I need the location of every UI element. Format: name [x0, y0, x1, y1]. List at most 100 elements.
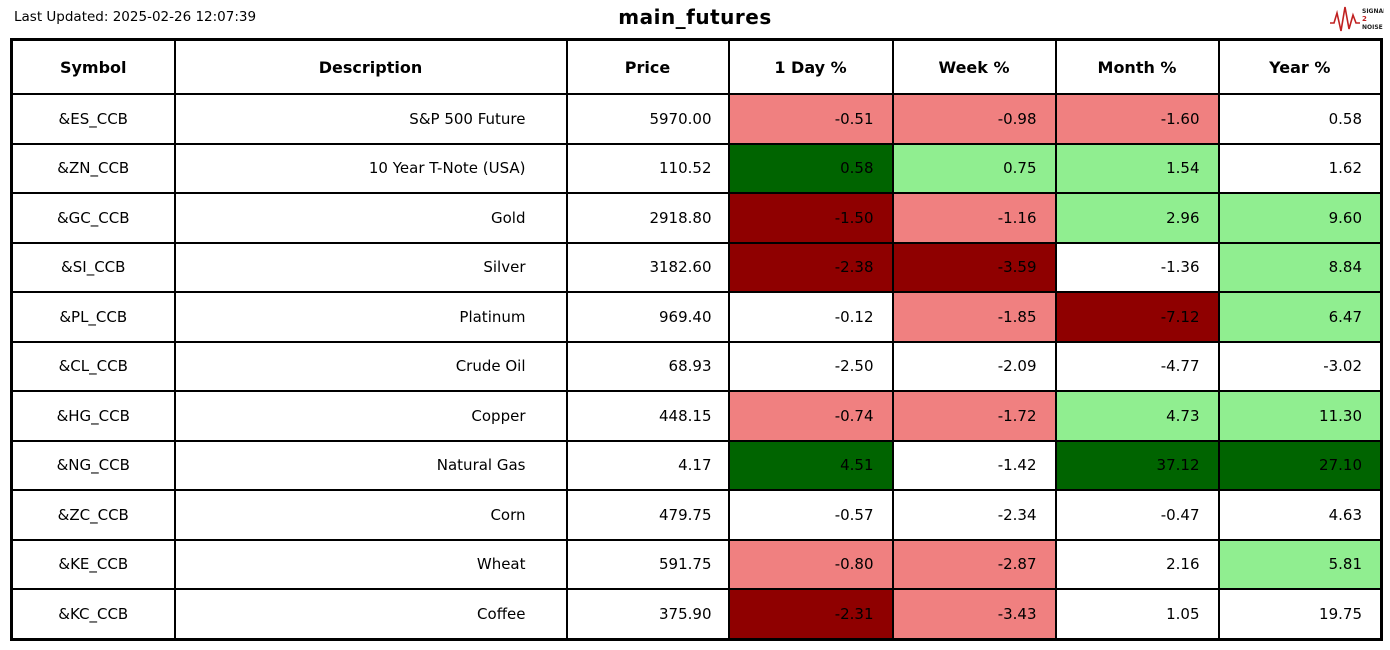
description-cell: Corn: [173, 489, 568, 541]
price-cell: 448.15: [565, 390, 730, 442]
week-cell: 0.75: [891, 142, 1057, 194]
month-cell: -1.60: [1054, 93, 1220, 145]
symbol-cell: &SI_CCB: [10, 241, 176, 293]
month-cell: 2.16: [1054, 538, 1220, 590]
column-header-symbol: Symbol: [10, 38, 176, 95]
top-bar: Last Updated: 2025-02-26 12:07:39 main_f…: [0, 0, 1390, 38]
week-cell: -1.16: [891, 192, 1057, 244]
waveform-icon: [1330, 6, 1360, 32]
month-cell: -1.36: [1054, 241, 1220, 293]
description-cell: Crude Oil: [173, 340, 568, 392]
price-cell: 2918.80: [565, 192, 730, 244]
year-cell: -3.02: [1217, 340, 1383, 392]
table-row: &NG_CCB Natural Gas 4.17 4.51 -1.42 37.12 27.1…: [10, 439, 1383, 491]
year-cell: 27.10: [1217, 439, 1383, 491]
year-cell: 11.30: [1217, 390, 1383, 442]
day-cell: -0.74: [727, 390, 894, 442]
month-cell: -4.77: [1054, 340, 1220, 392]
table-row: &ES_CCB S&P 500 Future 5970.00 -0.51 -0.98 -1…: [10, 93, 1383, 145]
description-cell: Copper: [173, 390, 568, 442]
futures-table: Symbol Description Price 1 Day % Week % Month…: [10, 38, 1383, 641]
day-cell: -2.50: [727, 340, 894, 392]
year-cell: 5.81: [1217, 538, 1383, 590]
table-row: &KC_CCB Coffee 375.90 -2.31 -3.43 1.05 19.75: [10, 588, 1383, 640]
day-cell: 4.51: [727, 439, 894, 491]
price-cell: 4.17: [565, 439, 730, 491]
month-cell: -0.47: [1054, 489, 1220, 541]
table-row: &KE_CCB Wheat 591.75 -0.80 -2.87 2.16 5.81: [10, 538, 1383, 590]
day-cell: -2.31: [727, 588, 894, 640]
column-header-day: 1 Day %: [727, 38, 894, 95]
day-cell: -2.38: [727, 241, 894, 293]
description-cell: Wheat: [173, 538, 568, 590]
price-cell: 110.52: [565, 142, 730, 194]
price-cell: 68.93: [565, 340, 730, 392]
day-cell: -0.51: [727, 93, 894, 145]
week-cell: -3.59: [891, 241, 1057, 293]
day-cell: -0.80: [727, 538, 894, 590]
price-cell: 5970.00: [565, 93, 730, 145]
description-cell: Coffee: [173, 588, 568, 640]
description-cell: S&P 500 Future: [173, 93, 568, 145]
column-header-month: Month %: [1054, 38, 1220, 95]
description-cell: Natural Gas: [173, 439, 568, 491]
column-header-price: Price: [565, 38, 730, 95]
year-cell: 1.62: [1217, 142, 1383, 194]
year-cell: 0.58: [1217, 93, 1383, 145]
year-cell: 4.63: [1217, 489, 1383, 541]
description-cell: Gold: [173, 192, 568, 244]
table-row: &ZN_CCB 10 Year T-Note (USA) 110.52 0.58 0.7…: [10, 142, 1383, 194]
description-cell: Silver: [173, 241, 568, 293]
month-cell: 2.96: [1054, 192, 1220, 244]
week-cell: -1.42: [891, 439, 1057, 491]
table-row: &ZC_CCB Corn 479.75 -0.57 -2.34 -0.47 4.63: [10, 489, 1383, 541]
year-cell: 9.60: [1217, 192, 1383, 244]
week-cell: -2.09: [891, 340, 1057, 392]
logo-text-top: SIGNAL: [1362, 8, 1384, 15]
price-cell: 969.40: [565, 291, 730, 343]
year-cell: 8.84: [1217, 241, 1383, 293]
day-cell: -0.57: [727, 489, 894, 541]
symbol-cell: &NG_CCB: [10, 439, 176, 491]
table-row: &HG_CCB Copper 448.15 -0.74 -1.72 4.73 11.30: [10, 390, 1383, 442]
symbol-cell: &ZC_CCB: [10, 489, 176, 541]
symbol-cell: &KE_CCB: [10, 538, 176, 590]
price-cell: 3182.60: [565, 241, 730, 293]
table-header-row: Symbol Description Price 1 Day % Week % Month…: [10, 38, 1383, 95]
symbol-cell: &ZN_CCB: [10, 142, 176, 194]
symbol-cell: &PL_CCB: [10, 291, 176, 343]
week-cell: -2.34: [891, 489, 1057, 541]
logo-text-mid: 2: [1362, 15, 1367, 23]
symbol-cell: &KC_CCB: [10, 588, 176, 640]
month-cell: -7.12: [1054, 291, 1220, 343]
logo-text-bottom: NOISE: [1362, 24, 1383, 31]
week-cell: -0.98: [891, 93, 1057, 145]
table-row: &GC_CCB Gold 2918.80 -1.50 -1.16 2.96 9.60: [10, 192, 1383, 244]
day-cell: -0.12: [727, 291, 894, 343]
signal2noise-logo: SIGNAL 2 NOISE: [1330, 6, 1384, 32]
column-header-year: Year %: [1217, 38, 1383, 95]
page-title: main_futures: [618, 5, 772, 29]
day-cell: -1.50: [727, 192, 894, 244]
table-row: &SI_CCB Silver 3182.60 -2.38 -3.59 -1.36 8.84: [10, 241, 1383, 293]
year-cell: 6.47: [1217, 291, 1383, 343]
month-cell: 1.05: [1054, 588, 1220, 640]
week-cell: -2.87: [891, 538, 1057, 590]
symbol-cell: &HG_CCB: [10, 390, 176, 442]
month-cell: 4.73: [1054, 390, 1220, 442]
table-row: &CL_CCB Crude Oil 68.93 -2.50 -2.09 -4.77 -3.0…: [10, 340, 1383, 392]
description-cell: Platinum: [173, 291, 568, 343]
symbol-cell: &GC_CCB: [10, 192, 176, 244]
description-cell: 10 Year T-Note (USA): [173, 142, 568, 194]
column-header-description: Description: [173, 38, 568, 95]
week-cell: -1.85: [891, 291, 1057, 343]
symbol-cell: &ES_CCB: [10, 93, 176, 145]
day-cell: 0.58: [727, 142, 894, 194]
price-cell: 375.90: [565, 588, 730, 640]
month-cell: 1.54: [1054, 142, 1220, 194]
price-cell: 591.75: [565, 538, 730, 590]
price-cell: 479.75: [565, 489, 730, 541]
table-body: &ES_CCB S&P 500 Future 5970.00 -0.51 -0.98 -1…: [10, 93, 1383, 640]
last-updated-text: Last Updated: 2025-02-26 12:07:39: [14, 9, 257, 25]
symbol-cell: &CL_CCB: [10, 340, 176, 392]
